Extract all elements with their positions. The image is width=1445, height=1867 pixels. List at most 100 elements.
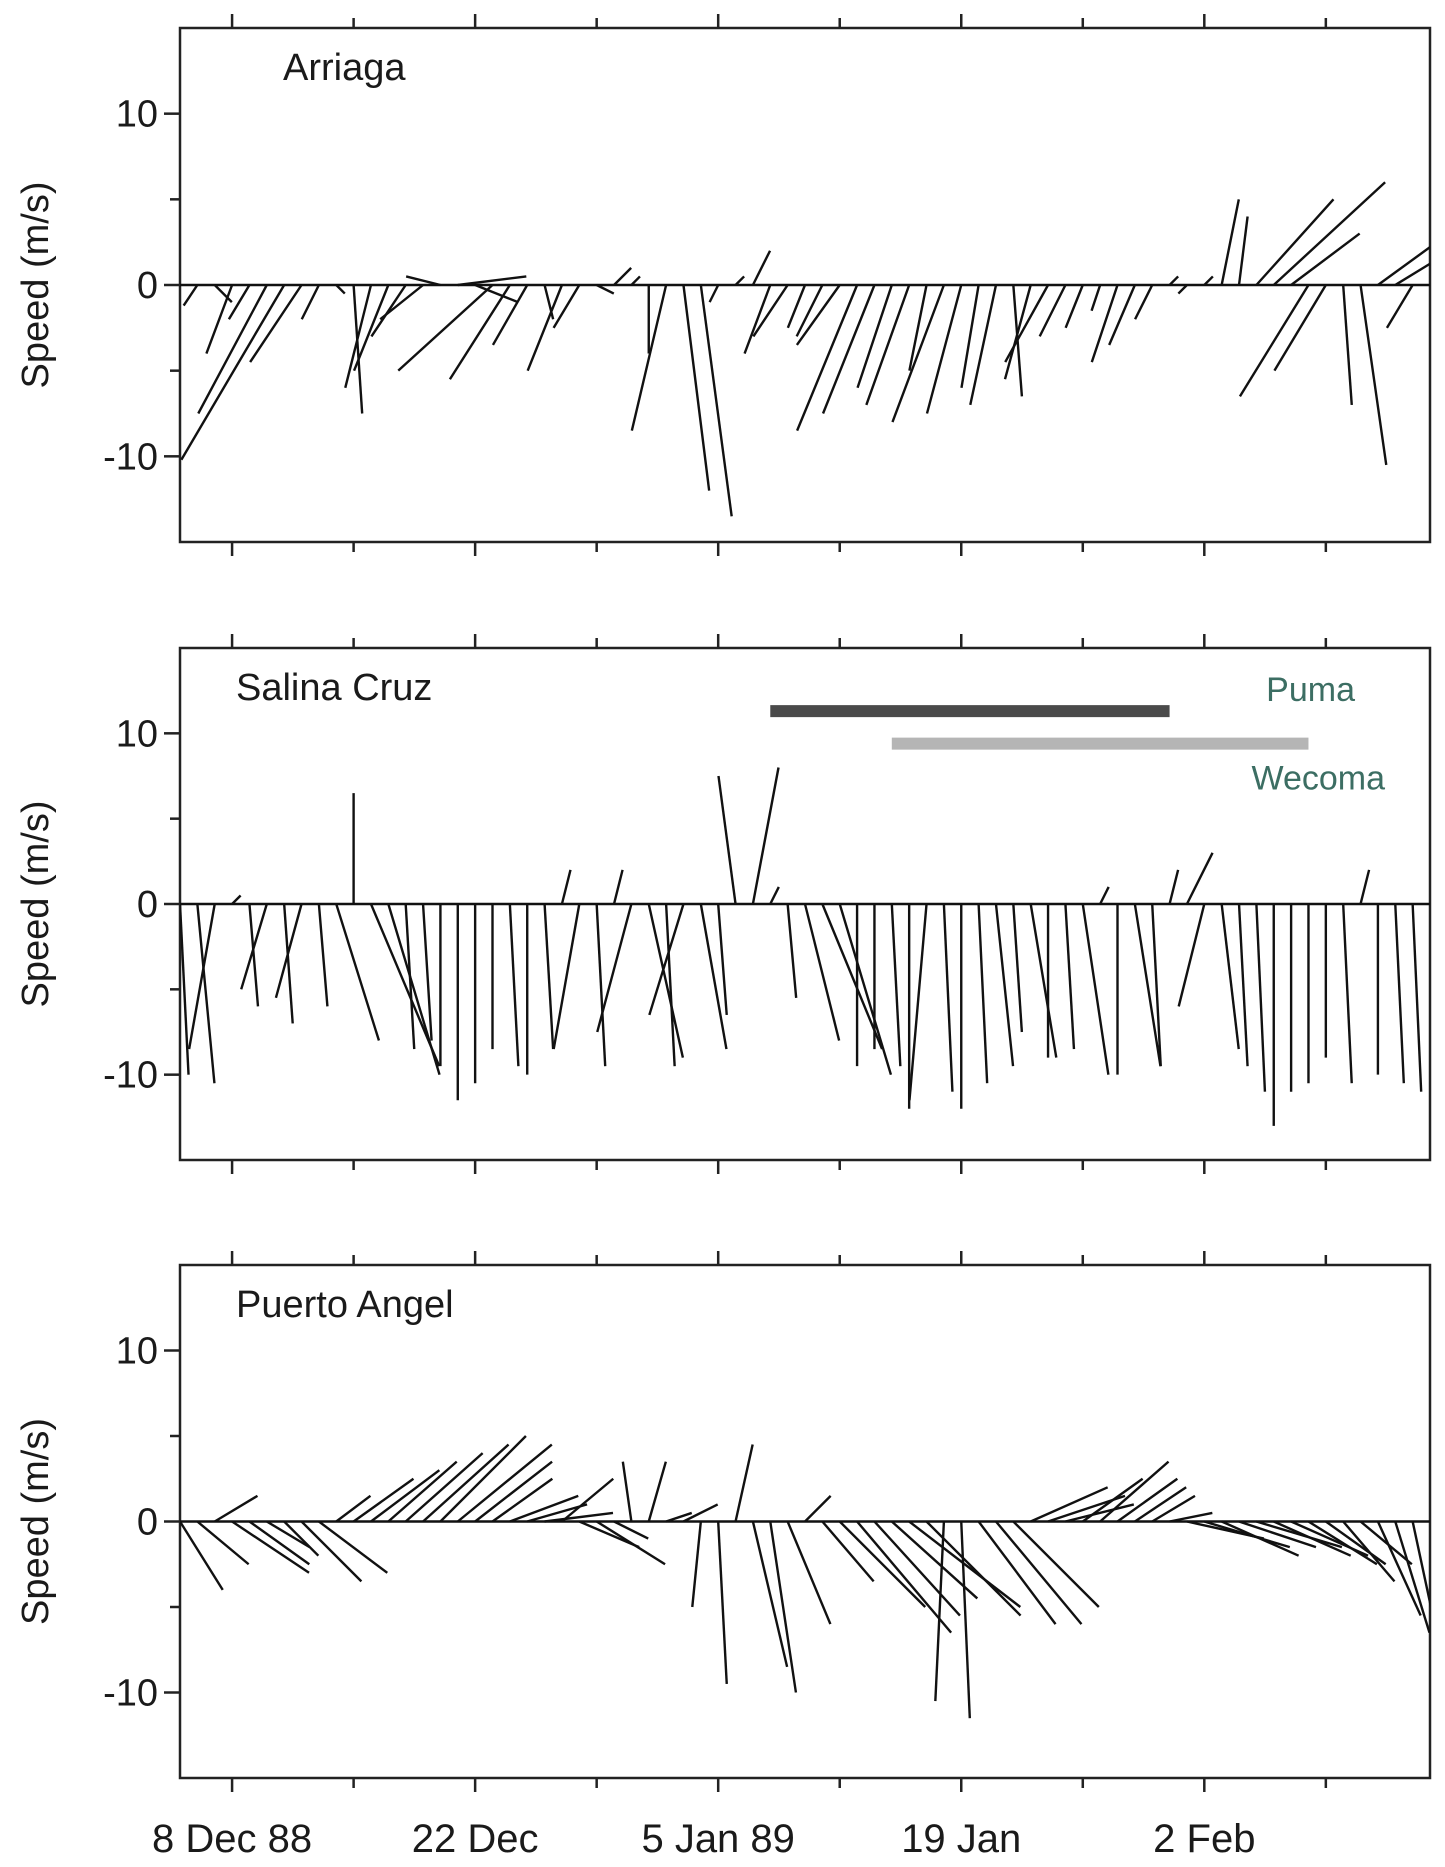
wind-stick	[995, 1520, 1083, 1625]
wind-stick	[1099, 1460, 1170, 1523]
wind-stick	[1341, 903, 1353, 1084]
wind-stick	[925, 284, 963, 414]
wind-stick	[248, 1520, 310, 1566]
wind-stick	[1376, 1521, 1422, 1617]
wind-stick	[1377, 245, 1430, 286]
wind-stick	[180, 1520, 224, 1591]
wind-stick	[248, 903, 260, 1007]
wind-stick	[1273, 1520, 1352, 1557]
wind-stick	[421, 903, 433, 1041]
wind-stick	[1255, 903, 1267, 1092]
wind-stick	[370, 284, 407, 338]
wind-stick	[474, 1460, 553, 1523]
wind-stick	[1168, 275, 1179, 286]
wind-stick	[544, 1511, 614, 1523]
wind-stick	[821, 903, 884, 1050]
wind-stick	[786, 903, 798, 998]
wind-stick	[596, 1520, 666, 1566]
wind-stick	[1237, 216, 1249, 286]
stick-series	[180, 767, 1423, 1126]
wind-stick	[699, 284, 733, 517]
wind-stick	[682, 1503, 719, 1523]
station-label: Salina Cruz	[236, 667, 432, 709]
y-axis-label: Speed (m/s)	[15, 801, 57, 1008]
wind-stick	[1359, 869, 1371, 905]
wind-stick	[734, 1444, 754, 1522]
wind-stick	[180, 903, 190, 1075]
wind-stick	[1256, 1520, 1343, 1549]
y-tick-label: -10	[103, 1673, 158, 1715]
y-tick-label: 0	[137, 1502, 158, 1544]
wind-stick	[457, 1443, 553, 1523]
wind-stick	[266, 1520, 311, 1549]
wind-stick	[474, 283, 519, 304]
wind-stick	[717, 775, 737, 905]
wind-stick	[1038, 284, 1067, 337]
wind-stick	[734, 275, 745, 286]
wind-stick	[526, 1503, 588, 1523]
wind-stick	[630, 284, 668, 431]
wind-stick	[769, 886, 780, 905]
wind-stick	[213, 284, 233, 303]
wind-stick	[1203, 275, 1214, 286]
wind-stick	[1238, 284, 1310, 397]
wind-stick	[205, 284, 234, 354]
wind-stick	[596, 283, 615, 295]
wind-stick	[197, 284, 268, 415]
wind-stick	[274, 903, 303, 999]
wind-stick	[214, 1494, 259, 1523]
wind-stick	[612, 869, 624, 905]
wind-stick	[1108, 284, 1136, 346]
wind-stick	[249, 284, 303, 363]
wind-stick	[691, 1521, 703, 1608]
x-tick-label: 2 Feb	[1153, 1817, 1255, 1861]
wind-stick	[977, 1520, 1057, 1625]
wind-stick	[1273, 284, 1327, 372]
wind-stick	[1359, 1520, 1413, 1566]
wind-stick	[1134, 1486, 1187, 1523]
wind-stick	[231, 894, 242, 905]
wind-stick	[743, 284, 772, 354]
wind-stick	[934, 1521, 946, 1702]
wind-stick	[664, 903, 676, 1067]
wind-stick	[543, 903, 555, 1050]
wind-stick	[227, 284, 251, 320]
wind-stick	[196, 1520, 250, 1566]
y-tick-label: 10	[116, 94, 158, 136]
wind-stick	[1151, 903, 1162, 1067]
wind-stick	[335, 1494, 372, 1523]
wind-stick	[1290, 232, 1361, 286]
wind-stick	[196, 903, 216, 1084]
wind-stick	[1090, 284, 1102, 312]
wind-stick	[448, 284, 511, 380]
wind-stick	[1203, 1520, 1291, 1549]
wind-stick	[1185, 852, 1214, 905]
wind-stick	[1177, 903, 1206, 1007]
wind-stick	[960, 284, 980, 388]
wind-stick	[1238, 1520, 1317, 1549]
wind-stick	[821, 284, 876, 414]
wind-stick	[891, 284, 946, 423]
wind-stick	[1220, 199, 1240, 286]
wind-stick	[613, 267, 633, 286]
wind-stick	[1220, 903, 1240, 1050]
wind-stick	[699, 903, 728, 1050]
stick-series	[180, 1435, 1430, 1719]
wind-stick	[335, 903, 381, 1041]
wind-stick	[865, 284, 911, 406]
wind-stick	[1012, 903, 1024, 1033]
wind-stick	[796, 284, 859, 432]
wind-stick	[960, 1521, 971, 1719]
wind-stick	[648, 903, 685, 1016]
wind-stick	[856, 1520, 953, 1634]
wind-stick	[1116, 1477, 1179, 1523]
wind-stick	[856, 284, 893, 389]
wind-stick	[908, 284, 928, 371]
wind-stick	[283, 1520, 320, 1557]
wind-stick	[838, 903, 893, 1076]
y-tick-label: -10	[103, 1055, 158, 1097]
wind-stick	[1012, 1520, 1100, 1608]
wind-stick	[387, 1460, 458, 1523]
wind-stick	[1004, 284, 1050, 363]
wind-stick	[387, 903, 441, 1076]
